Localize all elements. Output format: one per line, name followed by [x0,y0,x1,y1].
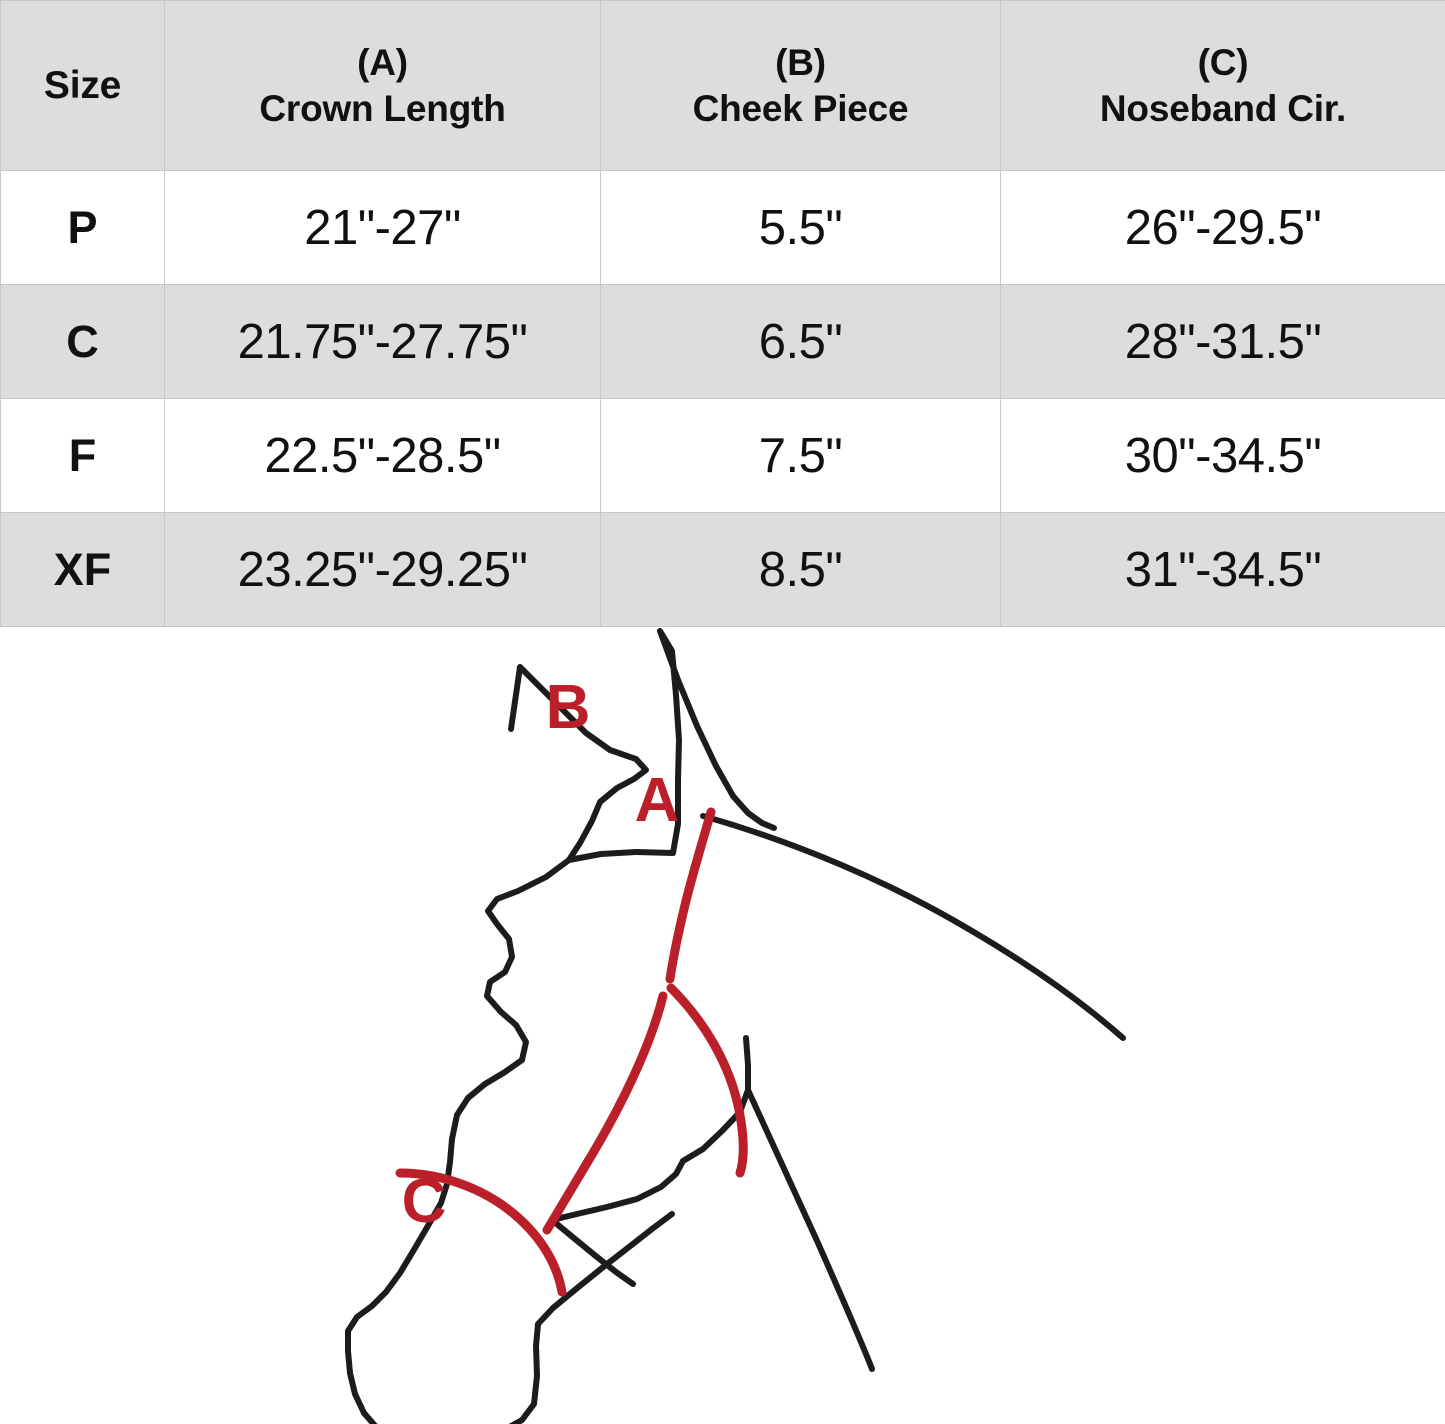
measurement-line-cheek-arc [666,983,748,1178]
horse-shoulder-chest-line [745,1087,875,1372]
measurement-label-a: A [635,766,680,835]
cell-crown-length: 23.25"-29.25" [164,512,601,627]
horse-left-ear-outline [508,664,649,863]
column-header-cheek-piece-code: (B) [775,42,826,84]
cell-noseband-cir: 30"-34.5" [1000,398,1445,513]
table-header: Size (A) Crown Length (B) Cheek Piece (C… [0,0,1445,171]
measurement-label-b: B [546,673,591,742]
cell-crown-length: 21"-27" [164,170,601,285]
cell-noseband-cir: 28"-31.5" [1000,284,1445,399]
horse-face-left-profile [345,857,572,1416]
table-row: C 21.75"-27.75" 6.5" 28"-31.5" [0,284,1445,399]
cell-cheek-piece: 7.5" [600,398,1001,513]
cell-cheek-piece: 5.5" [600,170,1001,285]
cell-size: C [0,284,165,399]
column-header-size-label: Size [43,63,122,107]
table-row: XF 23.25"-29.25" 8.5" 31"-34.5" [0,512,1445,627]
cell-size: XF [0,512,165,627]
horse-muzzle-outline [361,1211,675,1424]
size-chart-table: Size (A) Crown Length (B) Cheek Piece (C… [0,0,1445,627]
cell-crown-length: 22.5"-28.5" [164,398,601,513]
horse-right-ear-outline [566,628,777,863]
cell-size: P [0,170,165,285]
column-header-size: Size [0,0,165,171]
horse-mouth-line [549,1217,636,1287]
cell-crown-length: 21.75"-27.75" [164,284,601,399]
horse-head-measurement-diagram: A B C [0,628,1445,1424]
measurement-label-c: C [402,1167,447,1236]
measurement-line-b [542,991,668,1235]
cell-size: F [0,398,165,513]
horse-diagram-svg: A B C [345,628,1126,1424]
cell-noseband-cir: 31"-34.5" [1000,512,1445,627]
column-header-cheek-piece: (B) Cheek Piece [600,0,1001,171]
column-header-noseband-cir-label: Noseband Cir. [1099,87,1347,129]
horse-mane-neck-line [700,813,1126,1041]
table-row: F 22.5"-28.5" 7.5" 30"-34.5" [0,398,1445,513]
measurement-line-a [665,807,716,984]
column-header-crown-length: (A) Crown Length [164,0,601,171]
table-body: P 21"-27" 5.5" 26"-29.5" C 21.75"-27.75"… [0,170,1445,627]
cell-cheek-piece: 6.5" [600,284,1001,399]
cell-noseband-cir: 26"-29.5" [1000,170,1445,285]
measurement-line-c [395,1168,567,1297]
table-header-row: Size (A) Crown Length (B) Cheek Piece (C… [0,0,1445,171]
table-row: P 21"-27" 5.5" 26"-29.5" [0,170,1445,285]
column-header-crown-length-code: (A) [357,42,408,84]
horse-jaw-chin-line [549,1158,686,1223]
column-header-noseband-cir: (C) Noseband Cir. [1000,0,1445,171]
cell-cheek-piece: 8.5" [600,512,1001,627]
column-header-cheek-piece-label: Cheek Piece [692,87,909,129]
column-header-noseband-cir-code: (C) [1197,42,1249,84]
column-header-crown-length-label: Crown Length [259,87,506,129]
